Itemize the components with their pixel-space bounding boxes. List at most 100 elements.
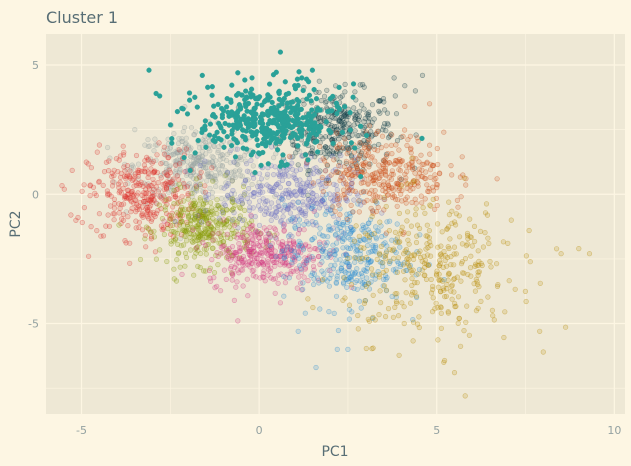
- point-cluster-1: [306, 79, 312, 85]
- point-cluster-10: [362, 298, 368, 304]
- point-cluster-10: [405, 237, 411, 243]
- point-cluster-3: [164, 151, 170, 157]
- point-cluster-8: [324, 278, 331, 284]
- point-cluster-3: [204, 171, 210, 177]
- point-cluster-2: [323, 100, 329, 106]
- point-cluster-1: [280, 132, 286, 139]
- point-cluster-1: [298, 106, 304, 112]
- point-cluster-7: [234, 279, 240, 285]
- point-cluster-3: [173, 158, 179, 164]
- point-cluster-1: [307, 132, 313, 138]
- point-cluster-3: [242, 158, 249, 164]
- point-cluster-1: [169, 140, 175, 146]
- point-cluster-2: [346, 121, 352, 127]
- point-cluster-3: [210, 154, 216, 160]
- point-cluster-8: [344, 225, 351, 232]
- point-cluster-1: [350, 81, 357, 87]
- point-cluster-8: [281, 248, 287, 254]
- point-cluster-9: [427, 101, 433, 107]
- point-cluster-3: [232, 174, 238, 180]
- point-cluster-9: [458, 194, 464, 200]
- point-cluster-9: [410, 186, 416, 192]
- point-cluster-1: [304, 96, 310, 102]
- point-cluster-2: [342, 81, 348, 87]
- point-cluster-3: [180, 129, 186, 135]
- point-cluster-10: [456, 213, 462, 219]
- point-cluster-3: [193, 172, 199, 178]
- point-cluster-8: [373, 243, 379, 249]
- point-cluster-10: [413, 293, 420, 299]
- point-cluster-3: [191, 132, 197, 138]
- point-cluster-7: [254, 241, 260, 247]
- point-cluster-4: [141, 162, 147, 168]
- point-cluster-6: [270, 186, 276, 192]
- point-cluster-4: [96, 211, 102, 217]
- point-cluster-1: [270, 130, 276, 136]
- point-cluster-7: [311, 246, 318, 252]
- point-cluster-2: [341, 108, 348, 115]
- point-cluster-3: [197, 171, 203, 177]
- point-cluster-1: [273, 69, 279, 75]
- point-cluster-10: [485, 294, 491, 300]
- point-cluster-10: [406, 257, 412, 263]
- point-cluster-4: [146, 171, 152, 177]
- point-cluster-9: [319, 174, 325, 180]
- point-cluster-2: [368, 134, 375, 140]
- point-cluster-2: [354, 133, 361, 139]
- point-cluster-1: [350, 94, 356, 100]
- point-cluster-4: [81, 205, 87, 211]
- point-cluster-8: [301, 221, 307, 228]
- point-cluster-3: [145, 181, 151, 187]
- point-cluster-4: [131, 176, 137, 182]
- point-cluster-3: [200, 188, 206, 195]
- point-cluster-1: [314, 138, 320, 144]
- point-cluster-6: [286, 181, 292, 187]
- point-cluster-10: [418, 255, 424, 261]
- point-cluster-6: [230, 187, 236, 194]
- point-cluster-1: [205, 84, 211, 90]
- point-cluster-2: [316, 78, 322, 84]
- point-cluster-10: [380, 260, 386, 266]
- point-cluster-4: [112, 201, 118, 207]
- point-cluster-8: [343, 232, 349, 238]
- point-cluster-2: [353, 109, 359, 116]
- point-cluster-8: [330, 266, 337, 272]
- point-cluster-2: [381, 99, 387, 105]
- point-cluster-4: [140, 214, 146, 220]
- point-cluster-9: [372, 170, 378, 176]
- point-cluster-9: [427, 142, 433, 148]
- point-cluster-1: [267, 117, 273, 124]
- point-cluster-9: [361, 168, 368, 174]
- point-cluster-7: [294, 268, 300, 274]
- point-cluster-5: [197, 197, 203, 203]
- point-cluster-4: [158, 206, 164, 212]
- point-cluster-9: [404, 142, 410, 149]
- point-cluster-7: [200, 239, 206, 246]
- point-cluster-9: [337, 177, 343, 184]
- point-cluster-7: [215, 253, 221, 260]
- point-cluster-4: [163, 186, 170, 192]
- point-cluster-3: [192, 190, 198, 196]
- point-cluster-4: [161, 186, 167, 192]
- point-cluster-8: [356, 298, 363, 304]
- point-cluster-1: [232, 124, 238, 130]
- point-cluster-3: [205, 173, 211, 179]
- point-cluster-1: [275, 147, 281, 153]
- point-cluster-3: [237, 173, 243, 179]
- point-cluster-1: [248, 94, 254, 100]
- point-cluster-3: [249, 181, 255, 188]
- point-cluster-4: [190, 206, 196, 212]
- point-cluster-9: [343, 158, 350, 164]
- point-cluster-3: [233, 160, 239, 166]
- point-cluster-3: [188, 154, 194, 160]
- point-cluster-1: [209, 84, 215, 90]
- point-cluster-3: [179, 177, 185, 184]
- point-cluster-4: [111, 205, 118, 211]
- point-cluster-8: [311, 276, 317, 282]
- point-cluster-3: [233, 146, 239, 152]
- point-cluster-4: [127, 240, 133, 246]
- point-cluster-4: [175, 186, 181, 192]
- chart-title: Cluster 1: [46, 8, 118, 27]
- point-cluster-10: [451, 262, 457, 268]
- point-cluster-4: [120, 143, 126, 149]
